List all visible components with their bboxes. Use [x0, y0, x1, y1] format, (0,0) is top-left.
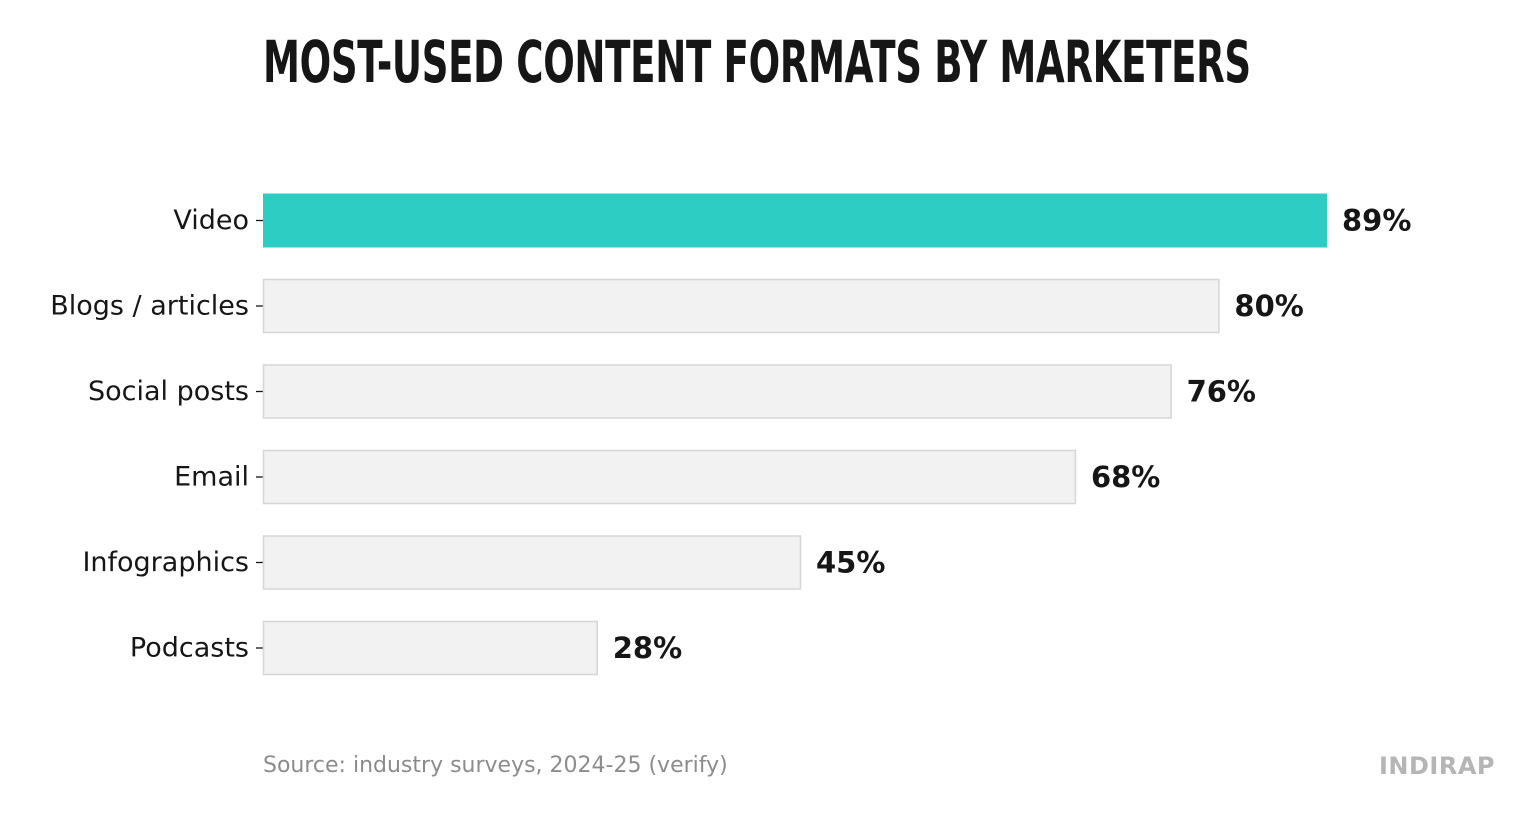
- category-label-blogs-articles: Blogs / articles: [50, 291, 249, 322]
- y-axis: Video Blogs / articles Social posts Email In…: [50, 205, 263, 664]
- bar-series: [262, 193, 1327, 676]
- value-label-video: 89%: [1342, 204, 1411, 238]
- category-label-social-posts: Social posts: [88, 376, 249, 407]
- bar-video: [263, 193, 1327, 248]
- value-label-infographics: 45%: [816, 546, 885, 580]
- bar-social-posts: [262, 364, 1172, 419]
- source-note: Source: industry surveys, 2024-25 (verif…: [263, 753, 728, 778]
- value-label-podcasts: 28%: [613, 631, 682, 665]
- value-label-email: 68%: [1091, 460, 1160, 494]
- bar-infographics: [262, 535, 802, 590]
- value-label-blogs-articles: 80%: [1234, 289, 1303, 323]
- category-label-video: Video: [173, 205, 249, 236]
- category-label-email: Email: [174, 462, 249, 493]
- category-label-infographics: Infographics: [82, 547, 249, 578]
- value-labels: 89% 80% 76% 68% 45% 28%: [613, 204, 1412, 666]
- bar-email: [262, 449, 1077, 505]
- brand-logo: INDIRAP: [1378, 752, 1495, 780]
- chart-title: MOST-USED CONTENT FORMATS BY MARKETERS: [263, 28, 1251, 96]
- bar-blogs-articles: [262, 278, 1220, 334]
- bar-podcasts: [262, 620, 598, 676]
- value-label-social-posts: 76%: [1187, 375, 1256, 409]
- category-label-podcasts: Podcasts: [130, 633, 249, 664]
